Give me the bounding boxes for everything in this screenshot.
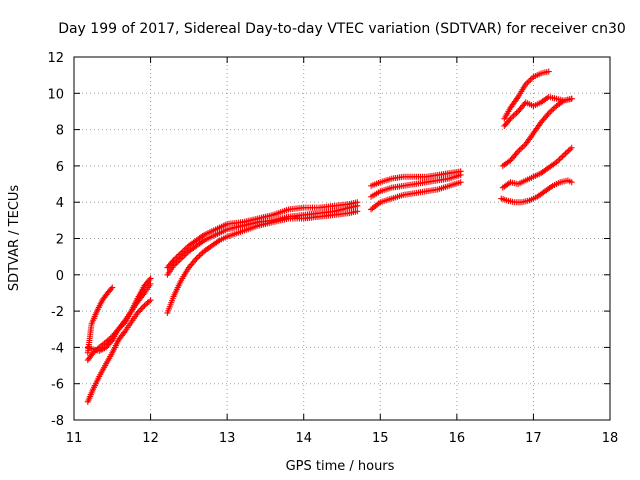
data-point	[568, 95, 575, 102]
axis-ticks: 11 12 13 14 15 16 17 18 -8 -6 -4 -2 0 2 4 6 8 10 12	[47, 51, 618, 446]
x-tick-label: 14	[295, 431, 312, 446]
x-tick-label: 12	[142, 431, 159, 446]
y-tick-label: -4	[51, 341, 64, 356]
y-tick-label: -8	[51, 414, 64, 429]
x-tick-label: 11	[66, 431, 83, 446]
chart-title: Day 199 of 2017, Sidereal Day-to-day VTE…	[58, 21, 626, 37]
series-group-12	[499, 144, 575, 191]
y-tick-label: 2	[56, 233, 64, 248]
y-axis-title: SDTVAR / TECUs	[7, 185, 22, 292]
data-point	[457, 168, 464, 175]
grid	[74, 57, 610, 420]
data-point	[147, 297, 154, 304]
x-tick-label: 16	[449, 431, 466, 446]
data-point	[457, 179, 464, 186]
y-tick-label: -6	[51, 378, 64, 393]
x-axis-title: GPS time / hours	[286, 459, 395, 474]
y-tick-label: -2	[51, 305, 64, 320]
x-tick-label: 13	[219, 431, 236, 446]
data-point	[108, 285, 115, 292]
data-point	[568, 179, 575, 186]
data-point	[147, 280, 154, 287]
series-group-15	[501, 68, 552, 122]
x-tick-label: 15	[372, 431, 389, 446]
data-point	[354, 199, 361, 206]
y-tick-label: 4	[56, 196, 64, 211]
series-group-8	[368, 179, 464, 213]
series-group-7	[164, 199, 361, 271]
data-points	[84, 68, 575, 405]
x-tick-label: 17	[525, 431, 542, 446]
series-group-1	[84, 297, 154, 405]
data-point	[545, 68, 552, 75]
data-point	[109, 284, 116, 291]
x-tick-label: 18	[602, 431, 619, 446]
series-group-4	[84, 284, 116, 356]
series-group-9	[368, 171, 464, 200]
data-point	[568, 144, 575, 151]
series-group-10	[368, 168, 464, 189]
data-point	[147, 275, 154, 282]
series-group-3	[84, 280, 154, 355]
series-group-14	[501, 93, 575, 129]
data-point	[354, 208, 361, 215]
y-tick-label: 6	[56, 160, 64, 175]
y-tick-label: 8	[56, 124, 64, 139]
y-tick-label: 10	[47, 87, 64, 102]
y-tick-label: 0	[56, 269, 64, 284]
series-group-6	[164, 202, 361, 278]
series-group-11	[498, 177, 575, 206]
y-tick-label: 12	[47, 51, 64, 66]
